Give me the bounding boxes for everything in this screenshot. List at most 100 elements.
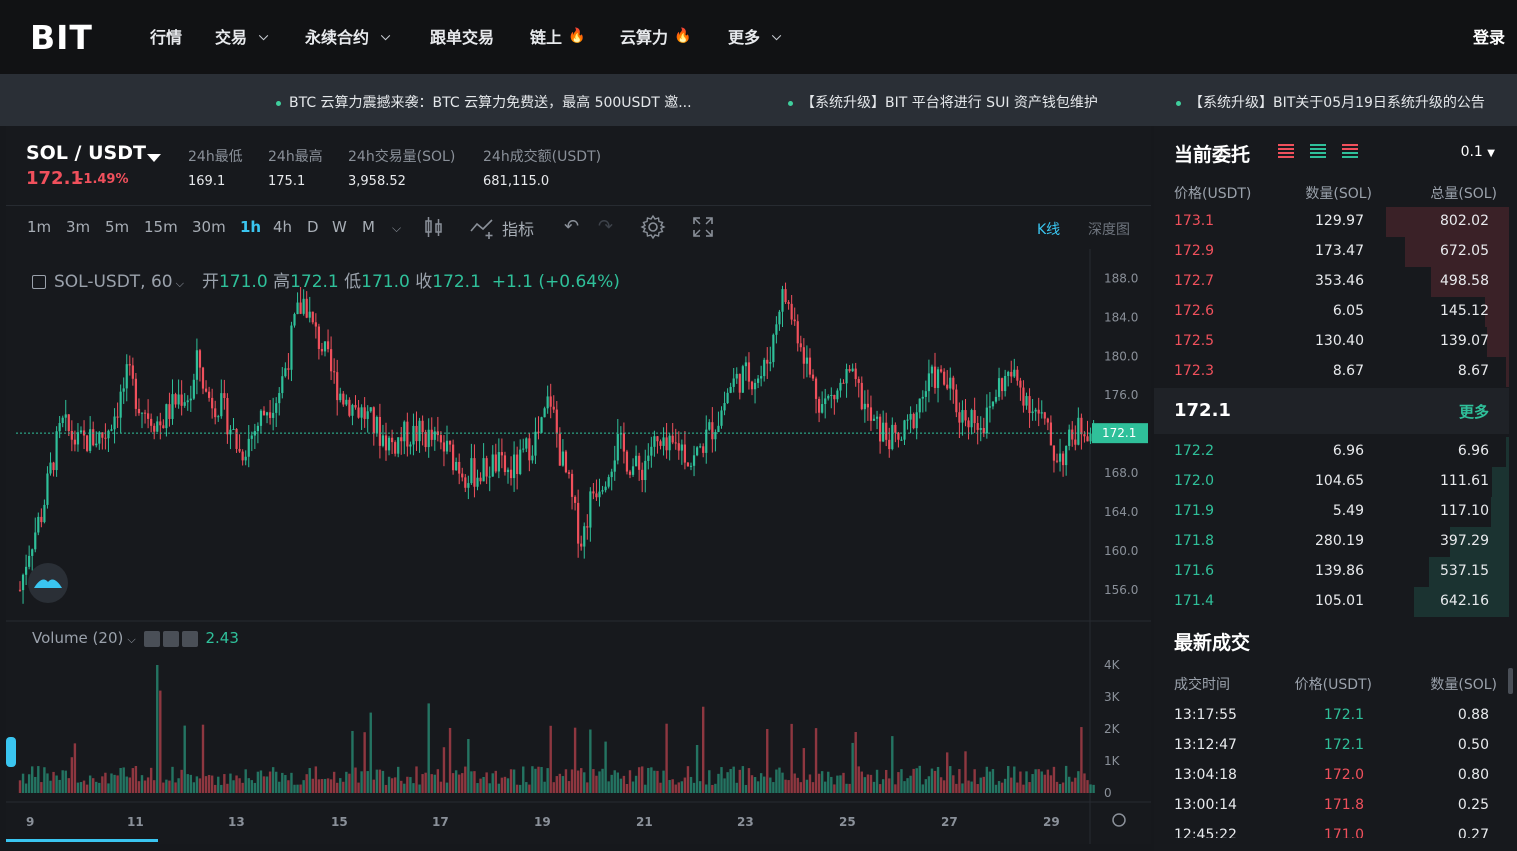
tab-depth[interactable]: 深度图 [1088, 222, 1130, 238]
chart-symbol[interactable]: SOL-USDT, 60 [54, 272, 173, 292]
orderbook-panel: 当前委托 0.1 ▼ 价格(USDT) 数量(SOL) 总量(SOL) 173.… [1154, 126, 1517, 851]
candle-body [180, 394, 183, 406]
chevron-down-icon[interactable]: ⌵ [127, 633, 136, 646]
trade-time: 13:04:18 [1174, 767, 1237, 783]
volume-bar [424, 772, 427, 793]
gear-icon[interactable] [162, 630, 179, 647]
chevron-down-icon[interactable]: ⌵ [392, 221, 402, 235]
caret-down-icon[interactable] [147, 154, 161, 162]
bid-row[interactable]: 171.6 139.86 537.15 [1154, 557, 1509, 587]
ask-row[interactable]: 172.9 173.47 672.05 [1154, 237, 1509, 267]
volume-bar [637, 767, 641, 793]
volume-bar [711, 784, 714, 793]
tab-kline[interactable]: K线 [1037, 222, 1061, 238]
orderbook-both-icon[interactable] [1342, 144, 1358, 158]
nav-item[interactable]: 永续合约 ⌵ [305, 28, 391, 47]
candle-body [516, 454, 519, 475]
candle-type-icon[interactable] [424, 216, 444, 243]
precision-select[interactable]: 0.1 ▼ [1460, 144, 1495, 160]
scrollbar[interactable] [1508, 668, 1513, 694]
redo-icon[interactable]: ↷ [598, 216, 614, 237]
bid-row[interactable]: 172.0 104.65 111.61 [1154, 467, 1509, 497]
ask-row[interactable]: 172.7 353.46 498.58 [1154, 267, 1509, 297]
candle-body [107, 430, 110, 439]
nav-item[interactable]: 链上 🔥 [530, 28, 586, 47]
ask-row[interactable]: 172.6 6.05 145.12 [1154, 297, 1509, 327]
volume-bar [113, 774, 116, 793]
volume-bar [979, 777, 982, 793]
volume-bar [781, 772, 784, 793]
gear-icon[interactable] [640, 214, 666, 245]
candle-body [43, 504, 46, 523]
bid-row[interactable]: 171.8 280.19 397.29 [1154, 527, 1509, 557]
trade-time: 12:45:22 [1174, 827, 1237, 838]
candle-body [735, 373, 738, 379]
undo-icon[interactable]: ↶ [564, 216, 580, 237]
volume-bar [869, 774, 873, 793]
ticker-item[interactable]: BTC 云算力震撼来袭：BTC 云算力免费送，最高 500USDT 邀... [276, 92, 692, 112]
timeframe-1h[interactable]: 1h [240, 218, 262, 236]
nav-item[interactable]: 更多 ⌵ [728, 28, 782, 47]
volume-bar [976, 784, 979, 793]
candle-body [360, 407, 363, 418]
candle-body [174, 394, 177, 405]
more-button[interactable]: 更多 [1458, 403, 1489, 421]
timeframe-5m[interactable]: 5m [105, 218, 130, 236]
timeframe-D[interactable]: D [307, 218, 319, 236]
pair-name[interactable]: SOL / USDT [26, 142, 146, 164]
collapse-icon[interactable] [32, 275, 46, 289]
depth-bar [1414, 587, 1509, 617]
nav-item[interactable]: 云算力 🔥 [620, 28, 692, 47]
ask-row[interactable]: 173.1 129.97 802.02 [1154, 207, 1509, 237]
candle-body [714, 432, 717, 440]
volume-bar [351, 730, 354, 793]
indicator-button[interactable]: 指标 [470, 216, 534, 240]
timeframe-1m[interactable]: 1m [27, 218, 52, 236]
timeframe-3m[interactable]: 3m [66, 218, 91, 236]
volume-bar [933, 770, 937, 793]
timeframe-W[interactable]: W [332, 218, 347, 236]
volume-bar [997, 781, 1001, 793]
timeframe-M[interactable]: M [362, 218, 375, 236]
candle-body [574, 496, 577, 503]
candle-body [818, 398, 821, 413]
candlestick-chart[interactable]: 188.0 184.0 180.0 176.0 168.0 164.0 160.0 156.0… [6, 249, 1151, 844]
volume-bar [900, 769, 903, 793]
volume-bar [787, 780, 790, 793]
volume-bar [461, 773, 464, 793]
candle-body [531, 455, 534, 461]
chevron-down-icon[interactable]: ⌵ [175, 277, 184, 290]
volume-bar [714, 783, 717, 793]
ticker-item[interactable]: 【系统升级】BIT 平台将进行 SUI 资产钱包维护 [788, 92, 1098, 112]
orderbook-asks-icon[interactable] [1278, 144, 1294, 158]
close-icon[interactable] [181, 630, 198, 647]
logo[interactable]: BIT [30, 18, 93, 57]
volume-bar [512, 769, 516, 793]
nav-item[interactable]: 跟单交易 [430, 28, 495, 47]
candle-body [253, 431, 256, 436]
timeframe-15m[interactable]: 15m [144, 218, 178, 236]
candle-body [25, 566, 28, 575]
bid-row[interactable]: 171.9 5.49 117.10 [1154, 497, 1509, 527]
nav-item[interactable]: 行情 [150, 28, 183, 47]
timeframe-4h[interactable]: 4h [273, 218, 293, 236]
candle-body [131, 365, 134, 379]
candle-body [656, 436, 659, 442]
ticker-item[interactable]: 【系统升级】BIT关于05月19日系统升级的公告 [1176, 92, 1485, 112]
bid-row[interactable]: 171.4 105.01 642.16 [1154, 587, 1509, 617]
orderbook-bids-icon[interactable] [1310, 144, 1326, 158]
candle-body [171, 394, 174, 419]
candle-body [1034, 409, 1037, 412]
chart-panel: SOL / USDT 172.1 -1.49% 24h最低 169.1 24h最… [6, 126, 1151, 844]
volume-bar [281, 772, 284, 793]
login-button[interactable]: 登录 [1472, 28, 1505, 47]
ask-row[interactable]: 172.3 8.67 8.67 [1154, 357, 1509, 387]
ask-row[interactable]: 172.5 130.40 139.07 [1154, 327, 1509, 357]
chart-canvas[interactable]: 188.0 184.0 180.0 176.0 168.0 164.0 160.0 156.0… [6, 249, 1151, 844]
timeframe-30m[interactable]: 30m [192, 218, 226, 236]
eye-icon[interactable] [143, 630, 160, 647]
nav-item[interactable]: 交易 ⌵ [215, 28, 269, 47]
fullscreen-icon[interactable] [692, 216, 714, 243]
bid-row[interactable]: 172.2 6.96 6.96 [1154, 437, 1509, 467]
candle-body [982, 427, 985, 434]
